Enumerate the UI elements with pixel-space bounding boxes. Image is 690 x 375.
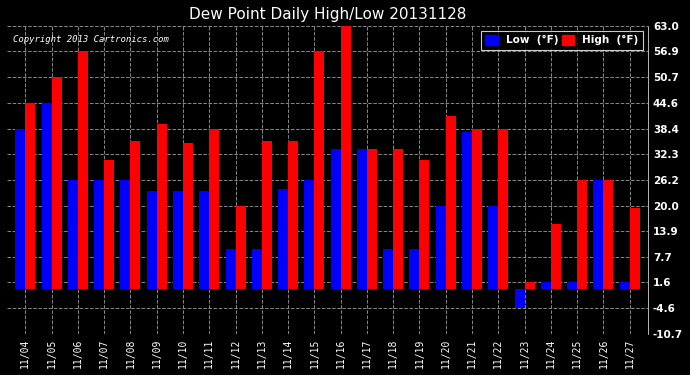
Bar — [393, 149, 403, 289]
Bar — [183, 143, 193, 289]
Legend: Low  (°F), High  (°F): Low (°F), High (°F) — [481, 31, 643, 50]
Bar — [209, 129, 219, 289]
Bar — [593, 180, 603, 289]
Bar — [94, 180, 104, 289]
Bar — [420, 160, 429, 289]
Bar — [78, 51, 88, 289]
Bar — [577, 180, 587, 289]
Bar — [409, 249, 420, 289]
Text: Copyright 2013 Cartronics.com: Copyright 2013 Cartronics.com — [13, 35, 169, 44]
Bar — [515, 289, 524, 308]
Bar — [226, 249, 235, 289]
Bar — [199, 191, 209, 289]
Bar — [173, 191, 183, 289]
Bar — [304, 180, 315, 289]
Bar — [104, 160, 114, 289]
Bar — [41, 103, 52, 289]
Bar — [315, 51, 324, 289]
Title: Dew Point Daily High/Low 20131128: Dew Point Daily High/Low 20131128 — [189, 7, 466, 22]
Bar — [341, 26, 351, 289]
Bar — [15, 129, 26, 289]
Bar — [551, 224, 561, 289]
Bar — [262, 141, 272, 289]
Bar — [331, 149, 341, 289]
Bar — [383, 249, 393, 289]
Bar — [121, 180, 130, 289]
Bar — [498, 129, 509, 289]
Bar — [524, 282, 535, 289]
Bar — [567, 282, 577, 289]
Bar — [367, 149, 377, 289]
Bar — [630, 208, 640, 289]
Bar — [278, 189, 288, 289]
Bar — [603, 180, 613, 289]
Bar — [436, 206, 446, 289]
Bar — [157, 124, 167, 289]
Bar — [52, 77, 61, 289]
Bar — [26, 103, 35, 289]
Bar — [252, 249, 262, 289]
Bar — [130, 141, 141, 289]
Bar — [235, 206, 246, 289]
Bar — [357, 149, 367, 289]
Bar — [462, 132, 472, 289]
Bar — [68, 180, 78, 289]
Bar — [472, 129, 482, 289]
Bar — [446, 116, 455, 289]
Bar — [620, 282, 630, 289]
Bar — [147, 191, 157, 289]
Bar — [288, 141, 298, 289]
Bar — [541, 282, 551, 289]
Bar — [489, 206, 498, 289]
